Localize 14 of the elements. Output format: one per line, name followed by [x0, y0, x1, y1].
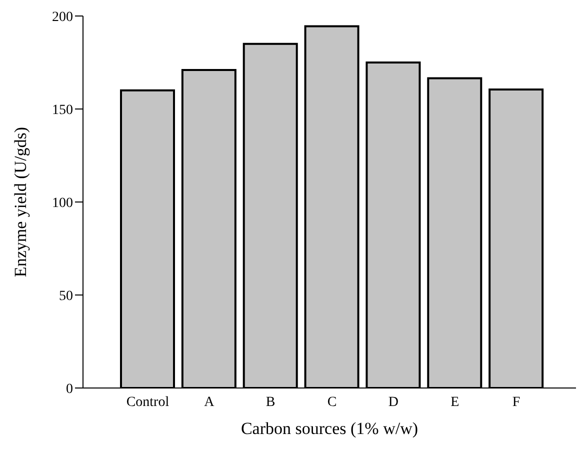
x-tick-label: C [327, 394, 337, 410]
x-axis-title: Carbon sources (1% w/w) [240, 419, 418, 438]
y-tick-label: 200 [52, 10, 73, 25]
x-tick-label: D [388, 394, 398, 410]
y-tick-label: 50 [59, 288, 73, 304]
x-tick-label: F [512, 394, 520, 410]
y-tick-label: 0 [66, 382, 73, 397]
y-axis-title: Enzyme yield (U/gds) [11, 126, 30, 278]
y-tick-label: 150 [52, 102, 73, 118]
y-tick-label: 100 [52, 196, 73, 211]
x-tick-label: E [450, 394, 460, 410]
x-tick-label: B [266, 394, 276, 410]
x-tick-label: A [204, 394, 216, 410]
x-tick-label: Control [126, 394, 170, 410]
